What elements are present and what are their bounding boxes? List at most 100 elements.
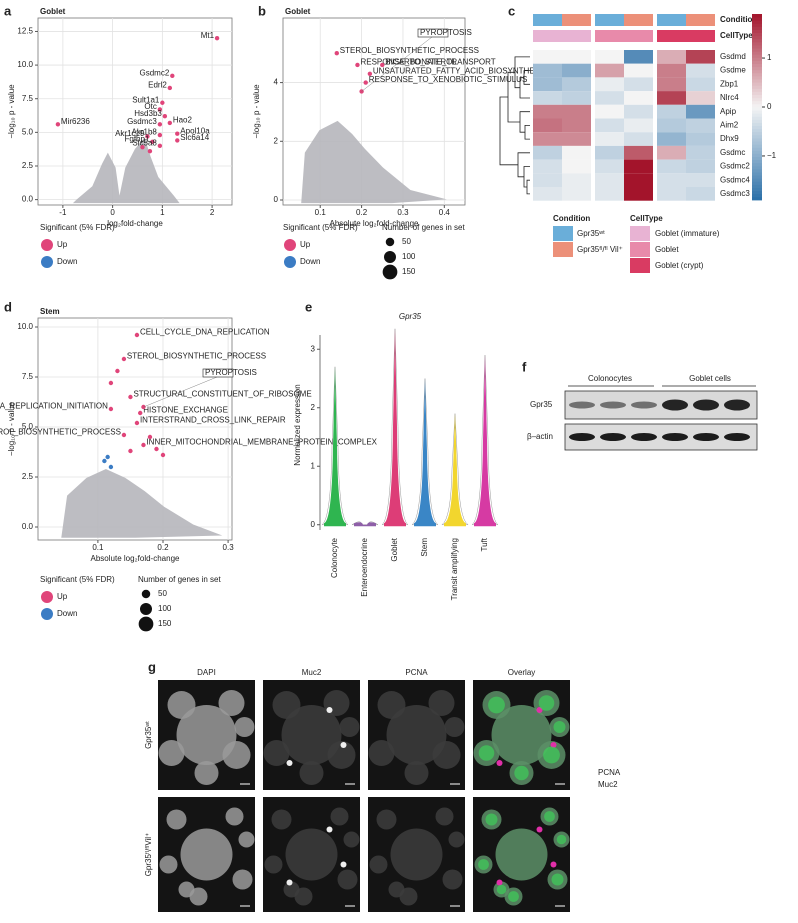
x-tick-label: 0.1 <box>92 543 104 552</box>
y-tick-label: 4 <box>274 78 279 87</box>
row-label: Gsdmc <box>720 148 745 157</box>
y-tick-label: 0 <box>274 195 279 204</box>
colorbar-step <box>752 20 762 24</box>
y-tick-label: 7.5 <box>22 372 34 381</box>
colorbar-step <box>752 72 762 77</box>
heat-cell <box>595 50 624 64</box>
condition-cell <box>533 14 562 26</box>
point-label: Slc6a14 <box>180 133 209 142</box>
heat-cell <box>624 91 653 105</box>
y-tick-label: 7.5 <box>22 94 34 103</box>
size-swatch <box>384 251 396 263</box>
panel-label: g <box>148 659 156 674</box>
organoid <box>281 705 342 765</box>
heat-cell <box>657 132 686 146</box>
band <box>693 399 719 411</box>
colorbar-step <box>752 175 762 179</box>
legend-label: Down <box>57 609 77 618</box>
legend-swatch <box>630 242 650 257</box>
organoid <box>330 807 349 826</box>
heat-cell <box>533 145 562 160</box>
chart-title: Goblet <box>285 7 311 16</box>
colorbar-step <box>752 23 762 27</box>
colorbar-step <box>752 150 762 154</box>
condition-label: Gpr35ᶠˡ/ᶠˡVil⁺ <box>144 833 153 877</box>
x-tick-label: 0.2 <box>157 543 169 552</box>
y-axis-label: −log₁₀ p - value <box>7 84 16 139</box>
condition-cell <box>657 14 686 26</box>
colorbar-step <box>752 38 762 43</box>
organoid <box>368 740 395 766</box>
pcna-signal <box>485 813 498 826</box>
colorbar-step <box>752 66 762 71</box>
legend-label: Down <box>57 257 77 266</box>
condition-cell <box>624 14 653 26</box>
organoid <box>343 831 360 848</box>
point <box>170 73 175 79</box>
heat-cell <box>595 118 624 133</box>
heat-cell <box>686 63 715 78</box>
point <box>108 406 114 412</box>
row-label: Gsdmc2 <box>720 162 750 171</box>
chart-title: Gpr35 <box>399 312 422 321</box>
point <box>145 134 150 139</box>
legend-swatch <box>284 256 296 268</box>
violin-points <box>414 378 436 527</box>
colorbar-tick-label: 1 <box>767 53 772 62</box>
colorbar-step <box>752 187 762 192</box>
row-label: Gsdme <box>720 66 746 75</box>
point-label: STEROL_BIOSYNTHETIC_PROCESS <box>127 352 266 361</box>
colorbar-step <box>752 181 762 185</box>
organoid <box>299 761 324 785</box>
heat-cell <box>595 187 624 201</box>
legend-label: Up <box>57 240 68 249</box>
violin <box>471 355 499 525</box>
organoid <box>442 869 463 890</box>
colorbar-step <box>752 190 762 195</box>
point <box>134 332 140 338</box>
y-tick-label: 10.0 <box>17 322 33 331</box>
heat-cell <box>562 77 591 92</box>
size-legend-title: Number of genes in set <box>382 223 465 232</box>
heat-cell <box>624 118 653 133</box>
point-label: REGULATION_OF_CHOLESTEROL_BIOSYNTHETIC_P… <box>0 428 121 437</box>
point-label: Gsdmc2 <box>140 68 170 77</box>
heat-cell <box>595 104 624 119</box>
point <box>121 356 127 362</box>
point <box>380 62 385 68</box>
y-tick-label: 5.0 <box>22 422 34 431</box>
mucus-signal <box>496 879 503 886</box>
colorbar-step <box>752 60 762 64</box>
x-tick-label: 0.3 <box>223 543 235 552</box>
point-label: HISTONE_EXCHANGE <box>143 406 228 415</box>
chart-title: Goblet <box>40 7 66 16</box>
violin-points <box>474 355 496 527</box>
heat-cell <box>624 159 653 174</box>
point <box>162 114 168 119</box>
label-box <box>417 28 449 38</box>
organoid <box>264 855 283 874</box>
heat-cell <box>624 173 653 187</box>
x-tick-label: Enteroendocrine <box>360 537 369 596</box>
legend-swatch <box>284 239 296 251</box>
legend-swatch <box>630 226 650 241</box>
colorbar-step <box>752 162 762 167</box>
organoid <box>377 691 406 719</box>
colorbar-step <box>752 54 762 58</box>
size-legend-title: Number of genes in set <box>138 575 221 584</box>
y-tick-label: 2 <box>311 403 316 412</box>
annotation-label: CellType <box>720 31 753 40</box>
x-tick-label: Goblet <box>390 537 399 561</box>
legend-label: Goblet (immature) <box>655 229 720 238</box>
colorbar-step <box>752 32 762 37</box>
legend-swatch <box>41 608 53 620</box>
x-tick-label: 2 <box>210 208 215 217</box>
colorbar-step <box>752 193 762 198</box>
point <box>157 132 163 138</box>
legend-label: Goblet (crypt) <box>655 261 704 270</box>
heat-cell <box>624 77 653 92</box>
colorbar-step <box>752 29 762 33</box>
organoid <box>218 690 245 716</box>
row-label: Gsdmc3 <box>720 189 750 198</box>
heat-cell <box>686 104 715 119</box>
